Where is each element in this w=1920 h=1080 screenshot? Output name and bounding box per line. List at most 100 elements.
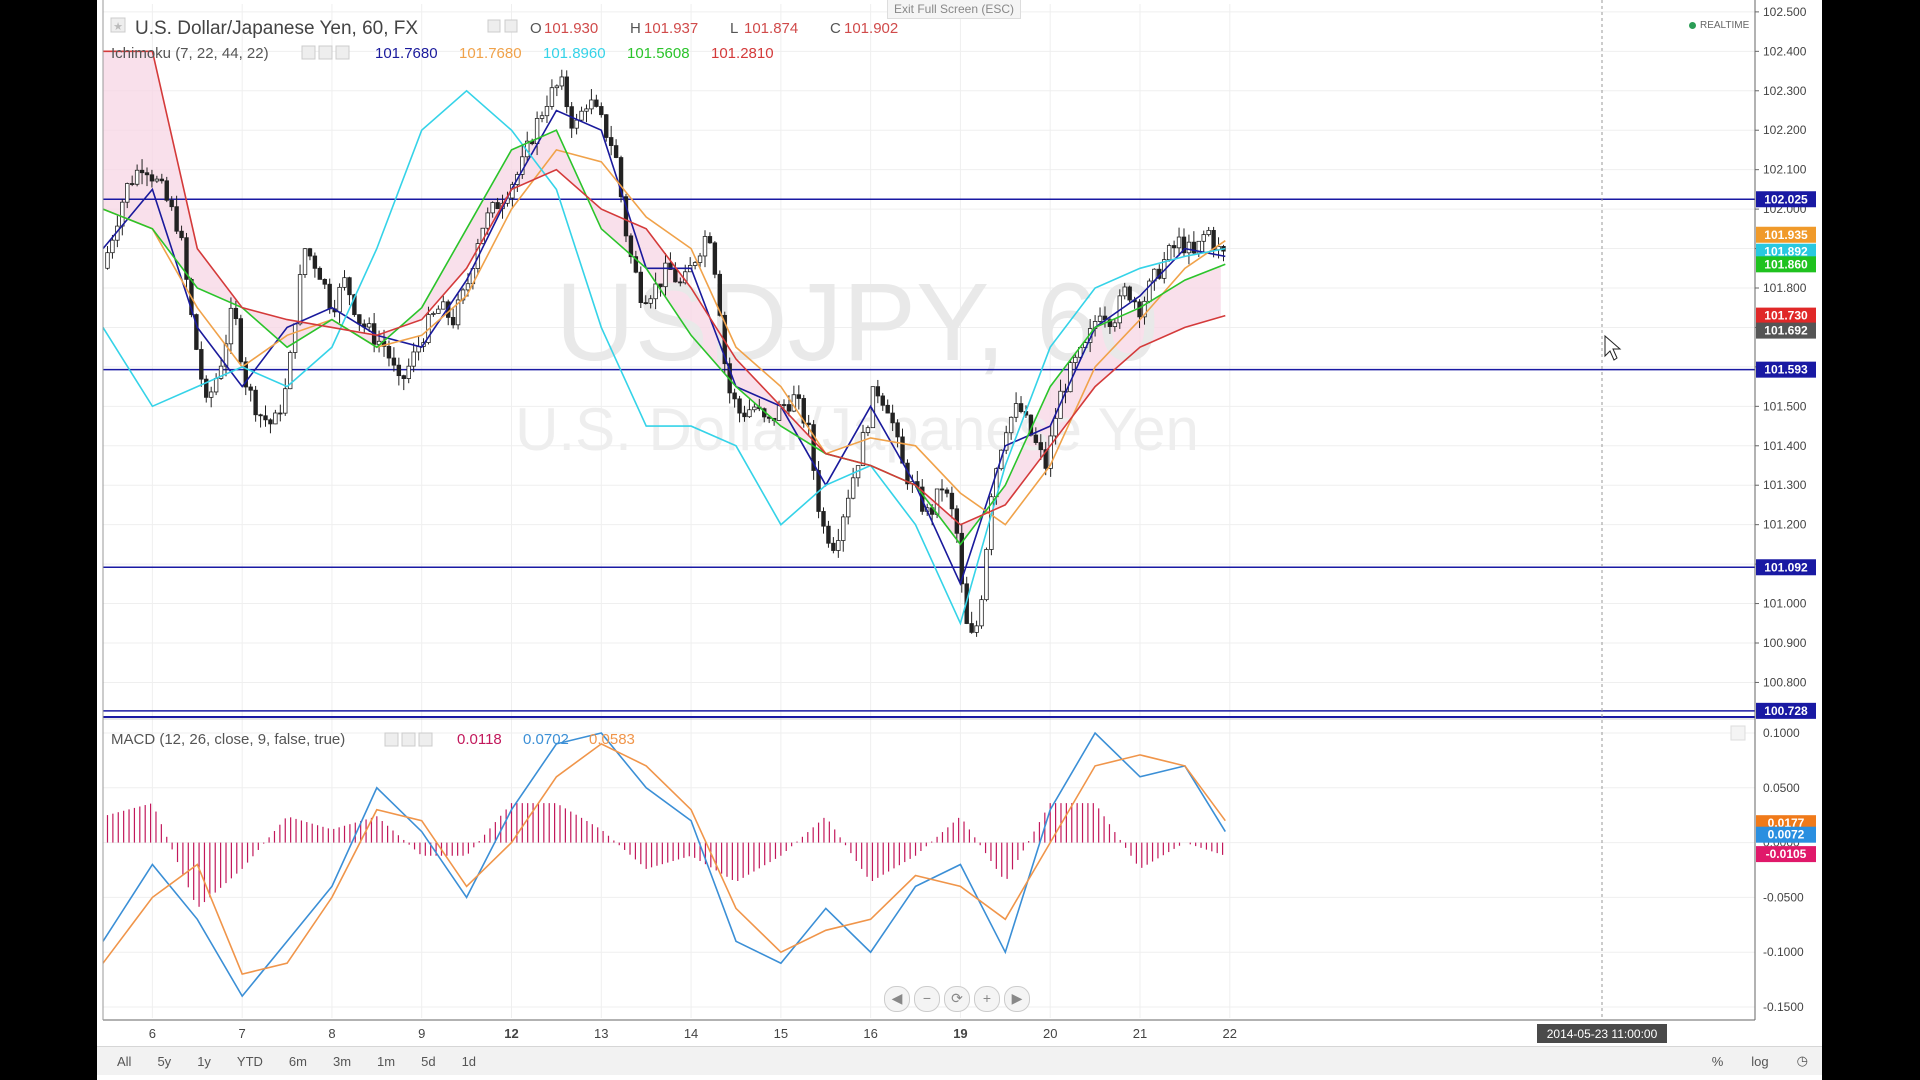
candle-body [238,318,244,363]
ichimoku-close-icon[interactable] [335,45,350,60]
time-tick-label: 21 [1133,1026,1147,1041]
candle-body [974,625,979,633]
candle-body [826,525,831,544]
reset-button[interactable]: ⟳ [944,986,970,1012]
settings-icon[interactable] [487,19,501,33]
exit-fullscreen-notice[interactable]: Exit Full Screen (ESC) [887,0,1022,19]
range-6m-button[interactable]: 6m [288,1053,307,1069]
candle-body [184,237,189,280]
clock-icon[interactable]: ◷ [1796,1053,1808,1068]
zoom-in-button[interactable]: + [974,986,1000,1012]
candle-body [939,488,945,491]
price-badge-text: 101.092 [1764,560,1808,574]
candle-body [1004,432,1009,451]
range-ytd-button[interactable]: YTD [236,1053,263,1069]
time-tick-label: 22 [1223,1026,1237,1041]
scroll-left-button[interactable]: ◀ [884,986,910,1012]
candle-body [307,248,313,257]
range-1y-button[interactable]: 1y [197,1053,211,1069]
macd-settings-icon[interactable] [384,732,399,747]
ohlc-values: O 101.930 H 101.937 L 101.874 C 101.902 [530,20,898,37]
candle-body [717,273,723,316]
macd-hide-icon[interactable] [401,732,416,747]
crosshair-time-label: 2014-05-23 11:00:00 [1537,1024,1667,1043]
ohlc-value: 101.930 [544,20,598,37]
percent-scale-button[interactable]: % [1711,1053,1724,1069]
macd-close-icon[interactable] [418,732,433,747]
macd-series-line [102,742,1226,976]
candle-body [539,115,545,119]
macd-badge-text: 0.0177 [1768,816,1805,830]
candle-body [436,308,441,314]
range-all-button[interactable]: All [117,1053,132,1069]
candle-body [1211,230,1216,251]
ichimoku-hide-icon[interactable] [318,45,333,60]
maximize-pane-icon[interactable] [1730,725,1746,741]
ohlc-label: H [630,20,641,37]
time-tick-label: 13 [594,1026,608,1041]
candle-body [875,386,881,397]
candle-body [638,271,643,303]
range-1d-button[interactable]: 1d [461,1053,477,1069]
candle-body [233,307,239,320]
log-scale-button[interactable]: log [1751,1053,1769,1069]
candle-body [352,294,357,316]
hide-icon[interactable] [504,19,518,33]
range-5y-button[interactable]: 5y [157,1053,172,1069]
price-badge-text: 101.892 [1764,245,1808,259]
macd-values: 0.0118 0.0702 0.0583 [457,731,635,748]
candle-body [801,398,806,424]
price-badge-text: 101.935 [1764,228,1808,242]
macd-legend: MACD (12, 26, close, 9, false, true) 0.0… [111,725,1746,748]
candle-body [253,389,258,416]
ichimoku-value: 101.7680 [375,45,438,62]
realtime-dot-icon [1689,22,1696,29]
candle-body [342,277,347,288]
candle-body [845,497,851,518]
macd-badge-bg [1756,826,1816,843]
candle-body [752,406,757,411]
candle-body [302,248,308,275]
range-3m-button[interactable]: 3m [332,1053,352,1069]
range-1m-button[interactable]: 1m [377,1053,396,1069]
candle-body [273,412,278,425]
scroll-right-button[interactable]: ▶ [1004,986,1030,1012]
candle-body [120,201,125,227]
candle-body [258,414,263,417]
chart-svg[interactable]: USDJPY, 60 U.S. Dollar/Japanese Yen 102.… [97,0,1822,1046]
candle-body [831,542,836,551]
macd-series-line [102,731,1226,998]
candle-body [139,169,145,174]
candle-body [450,317,456,326]
candle-body [1206,230,1211,236]
candle-body [520,156,525,175]
horizontal-lines[interactable] [103,198,1755,712]
candle-body [431,313,436,315]
candle-body [604,114,609,138]
time-axis[interactable]: 6 7 8 9 12 13 14 15 16 19 20 21 22 [149,1026,1237,1041]
candle-body [105,252,110,269]
price-tick-label: 102.300 [1763,84,1807,98]
candle-body [208,391,214,398]
ohlc-label: O [530,20,542,37]
candle-body [144,172,150,176]
candle-body [850,477,856,499]
candle-body [781,404,787,406]
realtime-label: REALTIME [1700,20,1750,31]
range-5d-button[interactable]: 5d [421,1053,436,1069]
time-tick-label: 20 [1043,1026,1057,1041]
ichimoku-series-line [103,50,1226,526]
time-tick-label: 6 [149,1026,156,1041]
candle-body [1107,319,1113,327]
star-icon[interactable] [110,17,126,33]
ichimoku-value: 101.8960 [543,45,606,62]
ichimoku-settings-icon[interactable] [301,45,316,60]
candle-body [367,323,372,328]
time-tick-label: 9 [418,1026,425,1041]
zoom-out-button[interactable]: − [914,986,940,1012]
candle-body [692,262,698,266]
candle-body [169,199,174,208]
bottom-toolbar: All 5y 1y YTD 6m 3m 1m 5d 1d % log ◷ [97,1046,1822,1075]
